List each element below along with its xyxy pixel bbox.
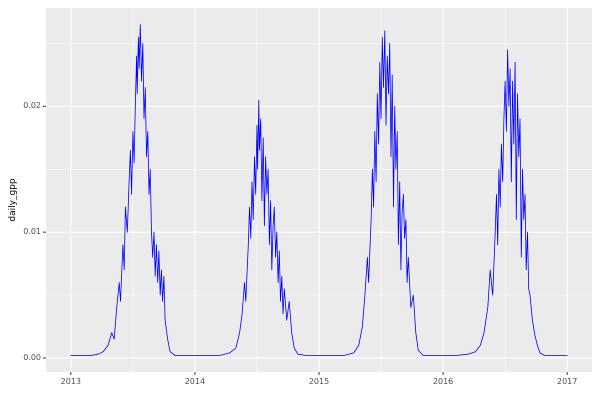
x-tick-label: 2016: [432, 377, 454, 386]
x-tick-label: 2015: [308, 377, 330, 386]
x-tick-label: 2014: [184, 377, 206, 386]
x-tick-label: 2017: [556, 377, 578, 386]
y-tick-label: 0.00: [23, 352, 41, 362]
x-tick-label: 2013: [60, 377, 81, 386]
y-tick-label: 0.01: [23, 227, 41, 237]
daily-gpp-line: [70, 24, 568, 356]
y-tick-label: 0.02: [23, 101, 41, 111]
y-axis-title: daily_gpp: [8, 178, 18, 222]
